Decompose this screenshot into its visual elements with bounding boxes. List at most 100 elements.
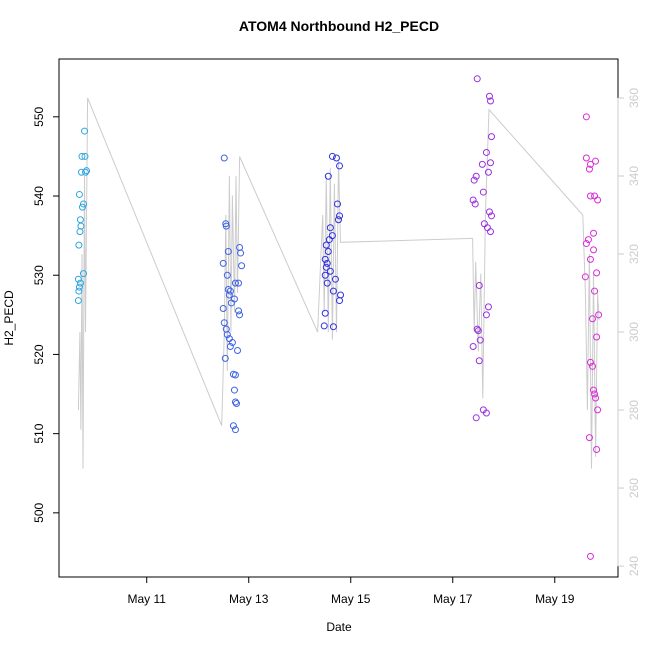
point — [76, 279, 84, 287]
point — [473, 75, 481, 83]
point — [225, 291, 233, 299]
y2-tick-label: 360 — [627, 88, 641, 108]
point — [220, 319, 228, 327]
point — [326, 224, 334, 232]
point — [322, 241, 330, 249]
y-tick-label: 540 — [32, 186, 46, 206]
point — [582, 240, 590, 248]
point — [480, 220, 488, 228]
point — [586, 160, 594, 168]
point — [336, 162, 344, 170]
point — [220, 154, 228, 162]
point — [221, 354, 229, 362]
point — [588, 315, 596, 323]
point — [236, 244, 244, 252]
point — [590, 229, 598, 237]
point — [324, 172, 332, 180]
point — [232, 400, 240, 408]
point — [482, 311, 490, 319]
point — [321, 255, 329, 263]
point — [594, 196, 602, 204]
point — [223, 271, 231, 279]
point — [228, 339, 236, 347]
point — [231, 371, 239, 379]
point — [586, 552, 594, 560]
point — [76, 228, 84, 236]
point — [479, 188, 487, 196]
point — [591, 192, 599, 200]
point — [588, 362, 596, 370]
point — [595, 311, 603, 319]
point — [590, 246, 598, 254]
point — [79, 200, 87, 208]
point — [325, 236, 333, 244]
point — [482, 148, 490, 156]
point — [326, 267, 334, 275]
point — [75, 283, 83, 291]
point — [333, 200, 341, 208]
point — [585, 434, 593, 442]
point — [482, 409, 490, 417]
point — [486, 159, 494, 167]
point — [586, 255, 594, 263]
point — [591, 390, 599, 398]
point — [473, 325, 481, 333]
point — [475, 357, 483, 365]
point — [227, 299, 235, 307]
point — [81, 152, 89, 160]
point — [593, 269, 601, 277]
point — [476, 336, 484, 344]
point — [82, 168, 90, 176]
point — [329, 323, 337, 331]
point — [581, 273, 589, 281]
y-tick-label: 550 — [32, 106, 46, 126]
point — [336, 212, 344, 220]
point — [77, 168, 85, 176]
point — [74, 275, 82, 283]
point — [237, 249, 245, 257]
point — [76, 216, 84, 224]
point — [337, 291, 345, 299]
point — [320, 322, 328, 330]
x-tick-label: May 13 — [229, 592, 269, 606]
point — [586, 358, 594, 366]
point — [470, 176, 478, 184]
point — [234, 346, 242, 354]
x-tick-label: May 11 — [127, 592, 166, 606]
point — [478, 160, 486, 168]
y2-tick-label: 280 — [627, 400, 641, 420]
point — [224, 247, 232, 255]
y2-tick-label: 260 — [627, 478, 641, 498]
point — [235, 307, 243, 315]
line — [77, 97, 600, 469]
point — [75, 287, 83, 295]
point — [484, 168, 492, 176]
chart-title: ATOM4 Northbound H2_PECD — [239, 18, 439, 34]
y2-tick-label: 300 — [627, 322, 641, 342]
point — [75, 190, 83, 198]
point — [484, 303, 492, 311]
point — [591, 287, 599, 295]
point — [78, 152, 86, 160]
y-tick-label: 520 — [32, 344, 46, 364]
point — [230, 386, 238, 394]
point — [329, 287, 337, 295]
point — [74, 297, 82, 305]
plot-frame — [58, 58, 619, 578]
point — [488, 212, 496, 220]
point — [485, 92, 493, 100]
point — [222, 222, 230, 230]
point — [231, 398, 239, 406]
x-tick-label: May 15 — [331, 592, 371, 606]
point — [590, 386, 598, 394]
point — [469, 343, 477, 351]
point — [472, 414, 480, 422]
point — [336, 297, 344, 305]
point — [471, 200, 479, 208]
point — [582, 113, 590, 121]
point — [585, 165, 593, 173]
point — [235, 279, 243, 287]
point — [83, 167, 91, 175]
point — [469, 196, 477, 204]
